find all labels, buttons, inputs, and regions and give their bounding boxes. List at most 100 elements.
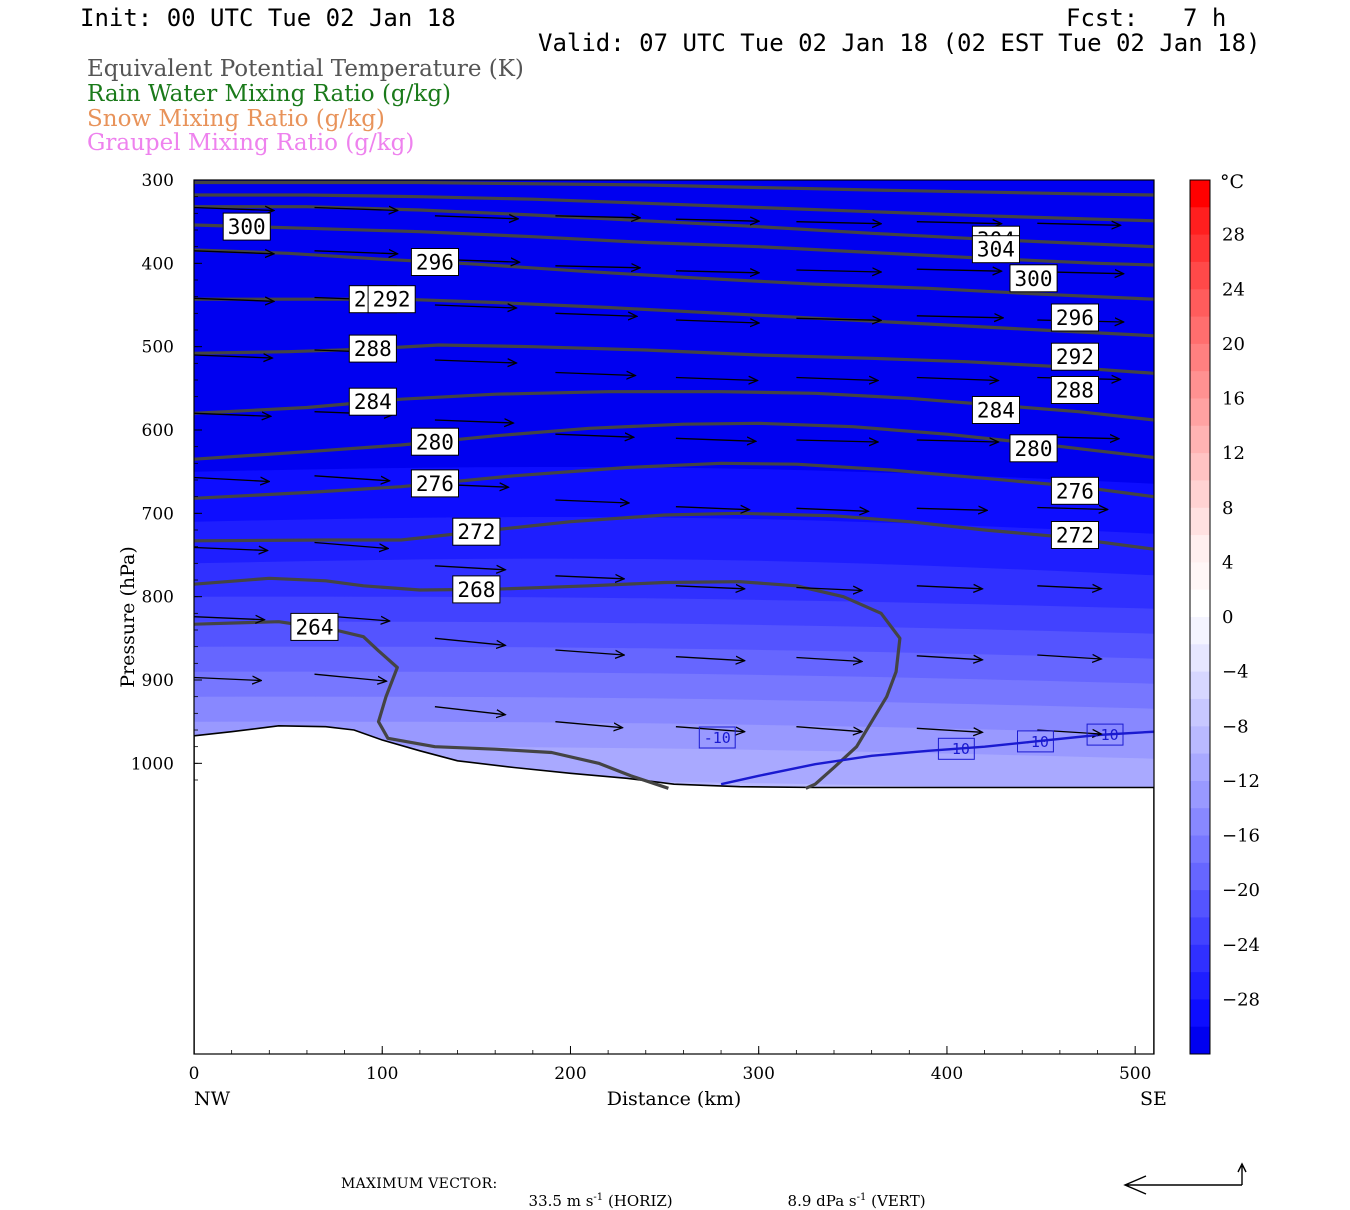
- reference-vector: [1123, 1162, 1247, 1195]
- svg-text:276: 276: [416, 472, 454, 496]
- colorbar: 28 24 20 16 12 8 4 0 −4 −8 −12 −16 −20 −24 −28: [1189, 179, 1260, 1055]
- svg-text:280: 280: [416, 430, 454, 454]
- theta-e-label-288: 288: [348, 334, 397, 363]
- wind-vector: [194, 208, 274, 211]
- x-tick-label: 300: [742, 1064, 774, 1084]
- valid-time: Valid: 07 UTC Tue 02 Jan 18 (02 EST Tue …: [538, 29, 1261, 57]
- colorbar-bin: [1190, 289, 1210, 318]
- wind-vector: [314, 541, 389, 549]
- wind-vector: [916, 586, 983, 589]
- legend-graupel: Graupel Mixing Ratio (g/kg): [87, 130, 415, 156]
- svg-text:300: 300: [228, 215, 266, 239]
- horiz-value: 33.5 m s: [528, 1192, 594, 1210]
- colorbar-label: −8: [1222, 716, 1249, 737]
- vert-value: 8.9 dPa s: [787, 1192, 857, 1210]
- wind-vector: [434, 566, 505, 570]
- colorbar-bin: [1190, 261, 1210, 290]
- vert-unit: (VERT): [871, 1192, 926, 1210]
- colorbar-bin: [1190, 808, 1210, 836]
- isotherm-label: -10: [698, 726, 736, 749]
- wind-vector: [194, 251, 274, 254]
- colorbar-bin: [1190, 180, 1210, 208]
- svg-text:296: 296: [416, 251, 454, 275]
- wind-vector: [916, 269, 1002, 271]
- horiz-exponent: -1: [593, 1192, 604, 1203]
- wind-vector: [1037, 223, 1120, 225]
- colorbar-bin: [1190, 425, 1210, 454]
- theta-e-contour-276: [194, 461, 1154, 500]
- wind-vector: [555, 373, 635, 376]
- wind-vector: [796, 658, 862, 662]
- init-time: Init: 00 UTC Tue 02 Jan 18: [80, 4, 456, 32]
- isotherm-label: -10: [1086, 723, 1124, 746]
- colorbar-bin: [1190, 453, 1210, 481]
- colorbar-bin: [1190, 480, 1210, 509]
- wind-vector: [675, 657, 745, 661]
- horiz-unit: (HORIZ): [607, 1192, 673, 1210]
- legend-snow: Snow Mixing Ratio (g/kg): [87, 106, 385, 132]
- y-tick-label: 800: [142, 588, 174, 608]
- wind-vector: [555, 216, 640, 218]
- colorbar-bin: [1190, 944, 1210, 973]
- theta-e-contour-288: [194, 343, 1154, 375]
- theta-e-label-292: 292: [367, 285, 416, 314]
- svg-text:284: 284: [354, 390, 392, 414]
- colorbar-label: 0: [1222, 607, 1233, 628]
- colorbar-bin: [1190, 207, 1210, 236]
- max-vector-vert: 8.9 dPa s-1 (VERT): [778, 1174, 926, 1210]
- wind-vector: [194, 678, 261, 681]
- colorbar-label: −28: [1222, 989, 1260, 1010]
- colorbar-bin: [1190, 753, 1210, 782]
- wind-vector: [675, 320, 759, 323]
- svg-text:-10: -10: [1022, 733, 1049, 751]
- colorbar-label: −24: [1222, 935, 1260, 956]
- theta-e-label-280: 280: [1009, 434, 1058, 463]
- theta-e-contour-300: [194, 223, 1154, 267]
- wind-vector: [675, 726, 745, 732]
- isotherm-label: -10: [937, 737, 975, 760]
- theta-e-label-292: 292: [1050, 342, 1100, 371]
- theta-e-contour-296: [194, 248, 1154, 301]
- wind-vector: [796, 318, 881, 320]
- colorbar-label: 4: [1222, 552, 1233, 573]
- theta-e-contour-304: [194, 205, 1154, 249]
- theta-e-label-276: 276: [410, 469, 459, 498]
- theta-e-label-272: 272: [452, 517, 501, 546]
- colorbar-bin: [1190, 862, 1210, 891]
- svg-text:300: 300: [1015, 267, 1053, 291]
- y-tick-label: 1000: [131, 754, 174, 774]
- y-tick-label: 900: [142, 671, 174, 691]
- wind-vector: [434, 706, 505, 715]
- theta-e-contour-312: [194, 180, 1154, 197]
- forecast-hour-label: Fcst:: [1066, 4, 1139, 32]
- svg-text:264: 264: [296, 616, 334, 640]
- colorbar-bin: [1190, 972, 1210, 1000]
- x-tick-label: 200: [554, 1064, 586, 1084]
- theta-e-contour-268: [194, 576, 902, 790]
- wind-vectors: [194, 208, 1124, 735]
- colorbar-bin: [1190, 617, 1210, 645]
- theta-e-label-300: 300: [222, 212, 271, 241]
- wind-vector: [314, 251, 398, 254]
- wind-vector: [796, 726, 862, 732]
- wind-vector: [555, 649, 624, 655]
- wind-vector: [675, 438, 756, 441]
- svg-text:284: 284: [977, 399, 1015, 423]
- theta-e-label-284: 284: [971, 396, 1021, 424]
- terrain-surface: [194, 724, 1154, 1054]
- colorbar-bin: [1190, 371, 1210, 399]
- svg-text:-10: -10: [1092, 726, 1119, 744]
- forecast-hour-value: 7 h: [1183, 4, 1227, 32]
- theta-e-label-296: 296: [410, 248, 459, 276]
- colorbar-bin: [1190, 234, 1210, 263]
- colorbar-label: 12: [1222, 443, 1245, 464]
- axes: 0 100 200 300 400 500 300 400 500 600 700 800 900 100…: [131, 171, 1152, 1084]
- theta-e-label-296: 296: [1050, 303, 1100, 332]
- wind-vector: [796, 270, 881, 272]
- x-end-label-nw: NW: [194, 1088, 231, 1110]
- isotherm-line: [720, 730, 1154, 786]
- svg-text:292: 292: [373, 288, 411, 312]
- colorbar-bin: [1190, 562, 1210, 591]
- theta-e-contours: [194, 180, 1154, 790]
- x-end-label-se: SE: [1140, 1088, 1167, 1110]
